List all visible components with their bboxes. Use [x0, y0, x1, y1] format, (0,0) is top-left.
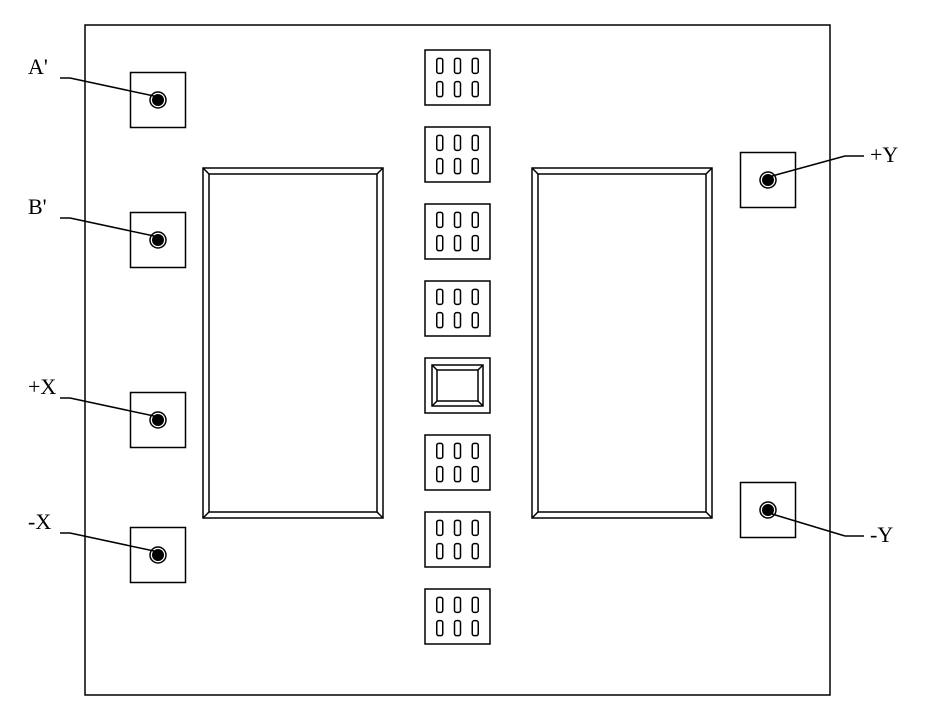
pad-plusY: +Y: [741, 142, 899, 208]
slot-icon: [455, 313, 461, 328]
label-minusX: -X: [28, 509, 51, 534]
label-minusY: -Y: [870, 522, 893, 547]
slot-icon: [437, 159, 443, 174]
slot-icon: [472, 520, 478, 535]
slot-icon: [437, 58, 443, 73]
outer-frame: [85, 25, 830, 695]
slot-icon: [472, 313, 478, 328]
slot-icon: [455, 58, 461, 73]
slot-icon: [437, 597, 443, 612]
slot-icon: [472, 443, 478, 458]
left-panel: [203, 168, 383, 518]
center-block-7: [425, 589, 490, 644]
pad-B: B': [28, 194, 186, 268]
slot-icon: [455, 597, 461, 612]
slot-icon: [437, 467, 443, 482]
center-block-5: [425, 435, 490, 490]
slot-icon: [472, 289, 478, 304]
slot-icon: [472, 467, 478, 482]
slot-icon: [437, 82, 443, 97]
slot-icon: [455, 82, 461, 97]
label-B: B': [28, 194, 47, 219]
pad-minusY: -Y: [741, 483, 894, 548]
slot-icon: [472, 621, 478, 636]
slot-icon: [437, 236, 443, 251]
slot-icon: [472, 597, 478, 612]
slot-icon: [437, 544, 443, 559]
slot-icon: [437, 313, 443, 328]
slot-icon: [437, 212, 443, 227]
center-block-0: [425, 50, 490, 105]
slot-icon: [472, 212, 478, 227]
right-panel: [532, 168, 712, 518]
slot-icon: [455, 159, 461, 174]
slot-icon: [455, 520, 461, 535]
label-plusY: +Y: [870, 142, 898, 167]
slot-icon: [472, 58, 478, 73]
schematic-diagram: A' B' +X -X +Y -Y: [0, 0, 941, 717]
slot-icon: [455, 135, 461, 150]
slot-icon: [437, 443, 443, 458]
center-block-4: [425, 358, 490, 413]
pad-A: A': [28, 54, 186, 128]
slot-icon: [437, 289, 443, 304]
pad-plusX: +X: [28, 374, 186, 448]
slot-icon: [455, 621, 461, 636]
slot-icon: [472, 236, 478, 251]
slot-icon: [472, 544, 478, 559]
label-plusX: +X: [28, 374, 56, 399]
pad-minusX: -X: [28, 509, 186, 583]
slot-icon: [455, 236, 461, 251]
slot-icon: [472, 135, 478, 150]
center-block-1: [425, 127, 490, 182]
center-block-2: [425, 204, 490, 259]
slot-icon: [437, 520, 443, 535]
slot-icon: [437, 621, 443, 636]
slot-icon: [455, 544, 461, 559]
slot-icon: [455, 443, 461, 458]
slot-icon: [472, 159, 478, 174]
center-block-3: [425, 281, 490, 336]
slot-icon: [455, 467, 461, 482]
slot-icon: [437, 135, 443, 150]
slot-icon: [455, 289, 461, 304]
center-block-6: [425, 512, 490, 567]
label-A: A': [28, 54, 48, 79]
slot-icon: [455, 212, 461, 227]
slot-icon: [472, 82, 478, 97]
